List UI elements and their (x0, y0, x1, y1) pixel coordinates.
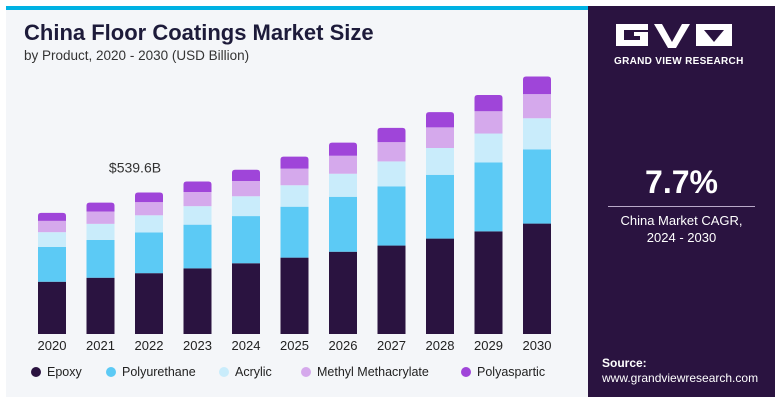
legend-label-acrylic: Acrylic (235, 365, 272, 379)
bar-polyaspartic-2022 (135, 192, 163, 203)
bar-polyurethane-2022 (135, 232, 163, 274)
legend-swatch-polyaspartic (461, 367, 471, 377)
bar-epoxy-2025 (280, 257, 309, 334)
source-link[interactable]: www.grandviewresearch.com (602, 371, 759, 385)
bar-acrylic-2023 (183, 206, 212, 225)
bar-epoxy-2026 (329, 251, 357, 334)
chart-panel: China Floor Coatings Market Size by Prod… (6, 6, 588, 397)
bar-methyl-methacrylate-2022 (135, 202, 163, 216)
page-title: China Floor Coatings Market Size (24, 20, 374, 45)
x-tick-label: 2020 (38, 338, 67, 353)
brand-logo: GRAND VIEW RESEARCH (614, 16, 754, 67)
bar-polyaspartic-2021 (86, 202, 115, 212)
bar-epoxy-2020 (38, 281, 66, 334)
bar-polyurethane-2030 (523, 149, 551, 224)
bar-polyaspartic-2026 (329, 142, 357, 156)
bar-epoxy-2024 (232, 263, 260, 334)
x-tick-label: 2026 (329, 338, 358, 353)
bar-methyl-methacrylate-2020 (38, 220, 66, 233)
x-tick-label: 2024 (232, 338, 261, 353)
source-note: Source: www.grandviewresearch.com (602, 356, 758, 386)
data-label-annotation: $539.6B (109, 159, 161, 175)
cagr-label: China Market CAGR, 2024 - 2030 (588, 212, 775, 246)
legend-swatch-epoxy (31, 367, 41, 377)
bar-epoxy-2021 (86, 277, 115, 334)
bar-polyurethane-2026 (329, 196, 357, 252)
legend-swatch-polyurethane (106, 367, 116, 377)
cagr-label-line2: 2024 - 2030 (646, 230, 717, 245)
legend-label-epoxy: Epoxy (47, 365, 82, 379)
accent-bar (6, 6, 588, 10)
bar-polyaspartic-2024 (232, 169, 260, 181)
bar-polyurethane-2027 (377, 186, 406, 246)
bar-polyaspartic-2028 (426, 112, 454, 128)
bar-polyurethane-2024 (232, 216, 260, 264)
bar-polyurethane-2021 (86, 239, 115, 278)
bar-polyaspartic-2025 (280, 156, 309, 169)
bar-methyl-methacrylate-2027 (377, 142, 406, 162)
bar-methyl-methacrylate-2028 (426, 127, 454, 149)
bar-acrylic-2030 (523, 118, 551, 150)
bar-acrylic-2029 (474, 133, 503, 163)
bar-methyl-methacrylate-2021 (86, 211, 115, 224)
bar-acrylic-2021 (86, 223, 115, 240)
bar-epoxy-2022 (135, 273, 163, 334)
bar-methyl-methacrylate-2030 (523, 94, 551, 119)
legend-swatch-methyl-methacrylate (301, 367, 311, 377)
bar-polyurethane-2025 (280, 206, 309, 258)
x-tick-label: 2025 (280, 338, 309, 353)
legend-label-polyurethane: Polyurethane (122, 365, 196, 379)
bar-epoxy-2030 (523, 223, 551, 334)
bar-polyaspartic-2023 (183, 181, 212, 192)
bar-epoxy-2029 (474, 231, 503, 334)
bar-polyurethane-2020 (38, 246, 66, 282)
bar-polyurethane-2029 (474, 162, 503, 232)
bar-methyl-methacrylate-2024 (232, 180, 260, 197)
x-tick-label: 2029 (474, 338, 503, 353)
page-subtitle: by Product, 2020 - 2030 (USD Billion) (24, 48, 250, 63)
x-tick-label: 2027 (377, 338, 406, 353)
legend-swatch-acrylic (219, 367, 229, 377)
bar-acrylic-2022 (135, 215, 163, 233)
bar-methyl-methacrylate-2023 (183, 191, 212, 207)
legend-label-polyaspartic: Polyaspartic (477, 365, 545, 379)
stacked-bar-chart: 2020 2021 2022 2023 2024 2025 2026 2027 2028 2029… (31, 76, 552, 379)
brand-name: GRAND VIEW RESEARCH (614, 56, 744, 67)
legend-label-methyl-methacrylate: Methyl Methacrylate (317, 365, 429, 379)
bar-epoxy-2028 (426, 238, 454, 334)
cagr-divider (608, 206, 755, 207)
bar-polyurethane-2023 (183, 224, 212, 269)
bar-acrylic-2028 (426, 148, 454, 175)
bar-acrylic-2027 (377, 161, 406, 187)
bar-epoxy-2027 (377, 245, 406, 334)
x-tick-label: 2023 (183, 338, 212, 353)
bar-acrylic-2024 (232, 196, 260, 217)
bar-acrylic-2020 (38, 232, 66, 247)
bar-methyl-methacrylate-2026 (329, 155, 357, 174)
bar-methyl-methacrylate-2025 (280, 168, 309, 186)
cagr-value: 7.7% (645, 164, 718, 200)
bar-polyaspartic-2027 (377, 127, 406, 143)
x-tick-label: 2021 (86, 338, 115, 353)
x-tick-label: 2028 (426, 338, 455, 353)
x-tick-label: 2022 (135, 338, 164, 353)
bar-polyaspartic-2029 (474, 94, 503, 112)
bar-methyl-methacrylate-2029 (474, 111, 503, 134)
bar-acrylic-2025 (280, 185, 309, 207)
bar-polyaspartic-2020 (38, 212, 66, 221)
bar-polyaspartic-2030 (523, 76, 551, 95)
cagr-label-line1: China Market CAGR, (620, 213, 743, 228)
gvr-logo-icon (616, 24, 732, 48)
x-tick-label: 2030 (523, 338, 552, 353)
source-label: Source: (602, 356, 647, 370)
bar-polyurethane-2028 (426, 174, 454, 239)
bar-epoxy-2023 (183, 268, 212, 334)
bar-acrylic-2026 (329, 173, 357, 197)
sidebar: GRAND VIEW RESEARCH 7.7% China Market CA… (588, 6, 775, 397)
